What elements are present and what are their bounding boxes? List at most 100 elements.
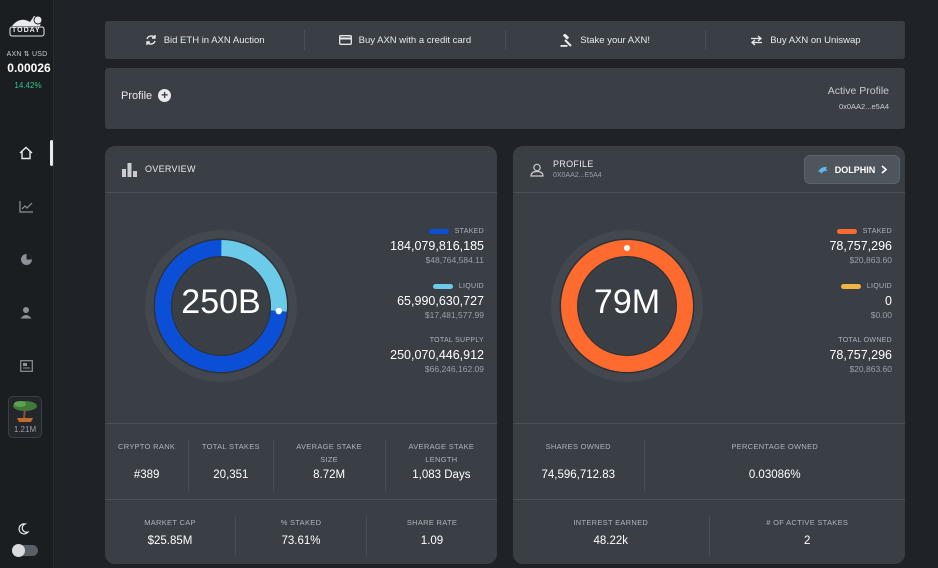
stat-tag: STAKED [454,228,484,235]
metric-label: AVERAGE STAKE SIZE [296,442,362,464]
logo-text: TODAY [12,27,41,34]
profile-metrics-row-2: INTEREST EARNED 48.22k # OF ACTIVE STAKE… [513,499,905,564]
stat-tag: LIQUID [458,283,484,290]
overview-donut-label: 250B [181,283,261,321]
toggle-knob [12,544,25,557]
metric-value: 20,351 [213,469,249,481]
overview-liquid-stat: LIQUID 65,990,630,727 $17,481,577.99 [397,283,484,320]
price-value: 0.00026 [7,61,51,75]
profile-metrics-row-1: SHARES OWNED 74,596,712.83 PERCENTAGE OW… [513,423,905,501]
staked-swatch [836,229,857,234]
profile-bar: Profile + Active Profile 0x0AA2...e5A4 [105,68,905,129]
metric-label: SHARE RATE [406,518,458,527]
dolphin-icon [817,166,828,174]
refresh-icon [145,35,156,45]
staked-swatch [428,229,449,234]
stat-amount: 78,757,296 [829,239,892,253]
bar-chart-icon [122,163,137,177]
moon-icon [17,522,30,540]
buy-uniswap-button[interactable]: Buy AXN on Uniswap [706,30,905,50]
stat-amount: 65,990,630,727 [397,294,484,308]
supply-donut-chart: 250B [143,228,299,384]
metric-value: 1,083 Days [412,469,471,481]
metric-shares-owned: SHARES OWNED 74,596,712.83 [513,440,645,491]
donut-end-dot [275,307,282,315]
metric-percent-staked: % STAKED 73.61% [236,516,367,556]
action-bar: Bid ETH in AXN Auction Buy AXN with a cr… [105,21,905,59]
stat-tag: TOTAL OWNED [838,337,892,344]
stat-usd: $66,246,162.09 [424,364,484,374]
active-profile[interactable]: Active Profile 0x0AA2...e5A4 [828,85,889,111]
stat-tag: STAKED [862,228,892,235]
metric-value: 74,596,712.83 [541,469,616,481]
metric-average-stake-size: AVERAGE STAKE SIZE 8.72M [274,440,386,491]
metric-label: AVERAGE STAKE LENGTH [408,442,475,464]
metric-average-stake-length: AVERAGE STAKE LENGTH 1,083 Days [386,440,497,491]
profile-liquid-stat: LIQUID 0 $0.00 [840,283,892,320]
sidebar: TODAY AXN ⇅ USD 0.00026 14.42% 1.21M [0,0,54,568]
id-card-icon[interactable] [16,356,36,376]
stake-axn-button[interactable]: Stake your AXN! [506,30,706,50]
axion-today-logo[interactable]: TODAY [8,12,48,38]
stat-tag: TOTAL SUPPLY [429,337,484,344]
metric-share-rate: SHARE RATE 1.09 [367,516,497,556]
metric-label: INTEREST EARNED [573,518,649,527]
metric-value: 1.09 [420,535,444,547]
profile-label: Profile [121,89,153,102]
profile-total-stat: TOTAL OWNED 78,757,296 $20,863.60 [829,337,892,374]
buy-credit-card-button[interactable]: Buy AXN with a credit card [305,30,506,50]
metric-label: % STAKED [280,518,322,527]
metric-label: PERCENTAGE OWNED [731,442,819,451]
dark-mode-toggle[interactable] [12,544,38,557]
stat-usd: $48,764,584.11 [425,255,484,265]
metric-value: 2 [804,535,811,547]
add-profile-button[interactable]: Profile + [121,89,172,102]
donut-end-dot [624,245,630,251]
profile-title: PROFILE [553,159,594,169]
overview-card: OVERVIEW 250B STAKED 184,079,816,185 $48… [105,146,497,564]
profile-address: 0X0AA2...E5A4 [553,172,602,179]
action-label: Bid ETH in AXN Auction [163,34,265,46]
stat-usd: $17,481,577.99 [424,310,484,320]
metric-crypto-rank: CRYPTO RANK #389 [105,440,190,491]
metric-label: SHARES OWNED [545,442,611,451]
bonsai-tree-icon [13,401,37,422]
liquid-swatch [840,284,861,289]
stat-tag: LIQUID [866,283,892,290]
metric-label: # OF ACTIVE STAKES [766,518,849,527]
metric-label: CRYPTO RANK [118,442,176,451]
tree-value: 1.21M [13,425,37,434]
overview-metrics-row-1: CRYPTO RANK #389 TOTAL STAKES 20,351 AVE… [105,423,497,501]
user-icon[interactable] [16,302,36,322]
overview-staked-stat: STAKED 184,079,816,185 $48,764,584.11 [390,228,484,265]
profile-card: PROFILE 0X0AA2...E5A4 DOLPHIN 79M STAKED… [513,146,905,564]
credit-card-icon [338,35,352,45]
dolphin-rank-button[interactable]: DOLPHIN [804,155,900,184]
stat-amount: 250,070,446,912 [390,348,484,362]
overview-total-stat: TOTAL SUPPLY 250,070,446,912 $66,246,162… [390,337,484,374]
user-outline-icon [530,163,544,177]
stat-amount: 0 [885,294,892,308]
price-pair-label: AXN ⇅ USD [6,51,48,58]
stat-usd: $20,863.60 [849,364,892,374]
stat-amount: 78,757,296 [829,348,892,362]
action-label: Buy AXN with a credit card [358,34,472,46]
gavel-icon [560,33,572,47]
bid-eth-auction-button[interactable]: Bid ETH in AXN Auction [105,30,306,50]
pie-chart-icon[interactable] [16,249,36,269]
metric-value: 73.61% [281,535,321,547]
profile-staked-stat: STAKED 78,757,296 $20,863.60 [829,228,892,265]
active-profile-label: Active Profile [827,85,889,97]
chevron-right-icon [881,165,888,174]
rank-label: DOLPHIN [834,164,876,175]
metric-market-cap: MARKET CAP $25.85M [105,516,236,556]
liquid-swatch [432,284,453,289]
active-profile-address: 0x0AA2...e5A4 [838,102,889,111]
tree-badge[interactable]: 1.21M [8,396,42,438]
chart-line-icon[interactable] [16,196,36,216]
metric-value: 0.03086% [748,469,801,481]
plus-icon: + [158,89,172,102]
home-icon[interactable] [16,143,36,163]
metric-value: $25.85M [147,535,193,547]
action-label: Buy AXN on Uniswap [770,34,861,46]
